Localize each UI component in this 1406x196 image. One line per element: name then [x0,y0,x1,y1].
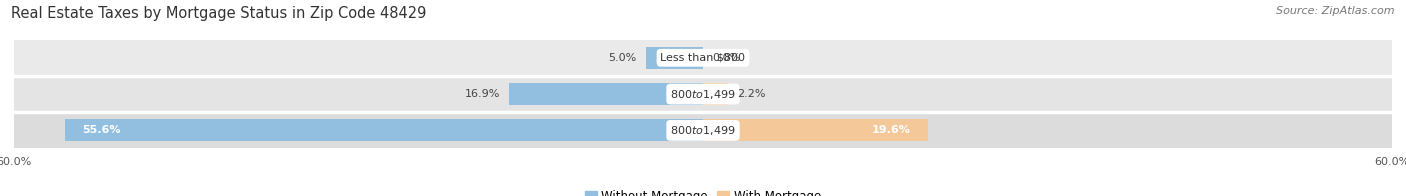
Bar [509,83,703,105]
Text: Less than $800: Less than $800 [661,53,745,63]
Text: 5.0%: 5.0% [609,53,637,63]
Bar [14,76,1392,112]
Text: 19.6%: 19.6% [872,125,911,135]
Bar [14,113,1392,148]
Bar [65,120,703,141]
Bar [703,120,928,141]
Text: $800 to $1,499: $800 to $1,499 [671,124,735,137]
Text: 2.2%: 2.2% [738,89,766,99]
Bar [703,83,728,105]
Text: 55.6%: 55.6% [82,125,121,135]
Text: 16.9%: 16.9% [464,89,499,99]
Text: $800 to $1,499: $800 to $1,499 [671,88,735,101]
Bar [645,47,703,69]
Text: Real Estate Taxes by Mortgage Status in Zip Code 48429: Real Estate Taxes by Mortgage Status in … [11,6,426,21]
Bar [14,40,1392,76]
Text: Source: ZipAtlas.com: Source: ZipAtlas.com [1277,6,1395,16]
Legend: Without Mortgage, With Mortgage: Without Mortgage, With Mortgage [581,186,825,196]
Text: 0.0%: 0.0% [713,53,741,63]
